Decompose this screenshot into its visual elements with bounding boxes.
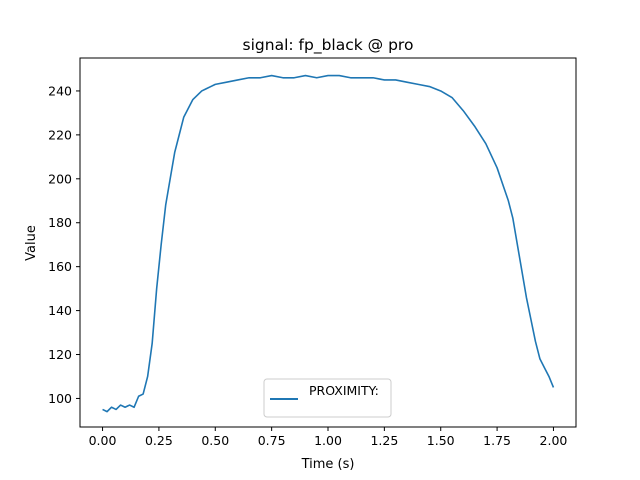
x-axis-ticks: 0.00 0.25 0.50 0.75 1.00 1.25 1.50 1.75 2.00 [89,427,568,448]
y-tick-label: 200 [48,171,72,186]
y-axis-label: Value [24,225,39,261]
y-tick-label: 120 [48,347,72,362]
y-tick-label: 180 [48,215,72,230]
x-tick-label: 1.50 [427,433,455,448]
y-tick-label: 220 [48,127,72,142]
legend-label: PROXIMITY: [309,383,379,398]
y-axis-ticks: 100 120 140 160 180 200 220 240 [48,83,80,406]
x-tick-label: 1.25 [370,433,398,448]
series-line [102,74,555,413]
chart-title: signal: fp_black @ pro [243,36,414,55]
y-tick-label: 160 [48,259,72,274]
y-tick-label: 100 [48,391,72,406]
x-tick-label: 0.75 [258,433,286,448]
x-tick-label: 1.00 [314,433,342,448]
x-tick-label: 0.50 [201,433,229,448]
x-axis-label: Time (s) [301,457,355,472]
y-tick-label: 140 [48,303,72,318]
legend-box [263,378,392,418]
y-tick-label: 240 [48,83,72,98]
x-tick-label: 2.00 [540,433,568,448]
x-tick-label: 1.75 [483,433,511,448]
legend: PROXIMITY: [263,378,392,418]
x-tick-label: 0.25 [145,433,173,448]
x-tick-label: 0.00 [89,433,117,448]
series-layer [102,74,555,413]
